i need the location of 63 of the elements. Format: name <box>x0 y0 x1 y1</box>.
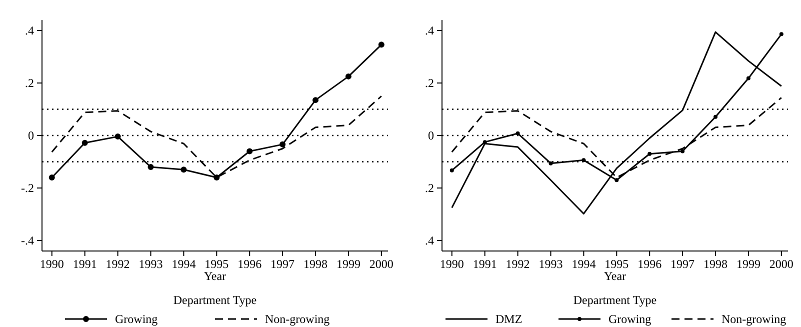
point <box>482 140 487 144</box>
point <box>148 164 154 170</box>
point <box>746 76 750 80</box>
y-tick-label: .2 <box>25 76 34 90</box>
x-tick-label: 1997 <box>670 257 695 271</box>
y-tick-label: .4 <box>425 234 434 248</box>
legend-label: Non-growing <box>722 312 786 326</box>
point <box>180 166 187 173</box>
x-axis-title: Year <box>204 269 226 283</box>
x-tick-label: 1990 <box>40 257 64 271</box>
point <box>714 114 718 119</box>
x-tick-label: 1999 <box>736 257 760 271</box>
point <box>450 168 454 172</box>
x-tick-label: 1990 <box>440 257 464 271</box>
point <box>779 32 784 36</box>
x-tick-label: 1994 <box>572 257 596 271</box>
x-tick-label: 1998 <box>704 257 728 271</box>
x-tick-label: 1991 <box>472 257 497 271</box>
y-tick-label: -.2 <box>21 181 34 196</box>
legend-label: Non-growing <box>265 312 330 326</box>
x-tick-label: 1995 <box>204 257 229 271</box>
point <box>246 148 253 154</box>
y-tick-label: .4 <box>425 24 434 38</box>
y-tick-label: .2 <box>425 181 434 196</box>
point <box>82 140 88 146</box>
x-tick-label: 1992 <box>106 257 130 271</box>
x-tick-label: 1993 <box>538 257 563 271</box>
y-tick-label: .2 <box>425 76 434 90</box>
y-tick-label: 0 <box>428 128 434 143</box>
y-tick-label: .4 <box>25 24 34 38</box>
x-tick-label: 2000 <box>769 257 794 271</box>
legend-label: Growing <box>608 312 652 326</box>
x-tick-label: 1996 <box>638 257 662 271</box>
point <box>548 161 553 166</box>
point <box>345 73 352 80</box>
x-tick-label: 1997 <box>270 257 295 271</box>
x-tick-label: 1991 <box>72 257 97 271</box>
legend-title: Department Type <box>573 293 657 307</box>
point <box>516 131 520 136</box>
point <box>214 174 220 180</box>
point <box>114 134 121 140</box>
point <box>582 158 586 162</box>
x-tick-label: 1994 <box>172 257 196 271</box>
point <box>378 42 384 48</box>
point <box>48 174 55 180</box>
x-tick-label: 1996 <box>238 257 262 271</box>
x-tick-label: 1999 <box>336 257 360 271</box>
x-tick-label: 1995 <box>604 257 629 271</box>
point <box>312 97 319 104</box>
point <box>648 152 652 156</box>
point <box>614 178 619 182</box>
x-tick-label: 2000 <box>369 257 394 271</box>
x-tick-label: 1998 <box>304 257 328 271</box>
x-tick-label: 1993 <box>138 257 163 271</box>
point <box>680 149 685 154</box>
y-tick-label: -.4 <box>21 234 34 248</box>
x-axis-title: Year <box>604 269 626 283</box>
legend-title: Department Type <box>173 293 257 307</box>
y-tick-label: 0 <box>28 128 34 143</box>
x-tick-label: 1992 <box>506 257 530 271</box>
legend-label: DMZ <box>496 312 522 326</box>
legend-label: Growing <box>115 312 158 326</box>
point <box>280 141 286 148</box>
